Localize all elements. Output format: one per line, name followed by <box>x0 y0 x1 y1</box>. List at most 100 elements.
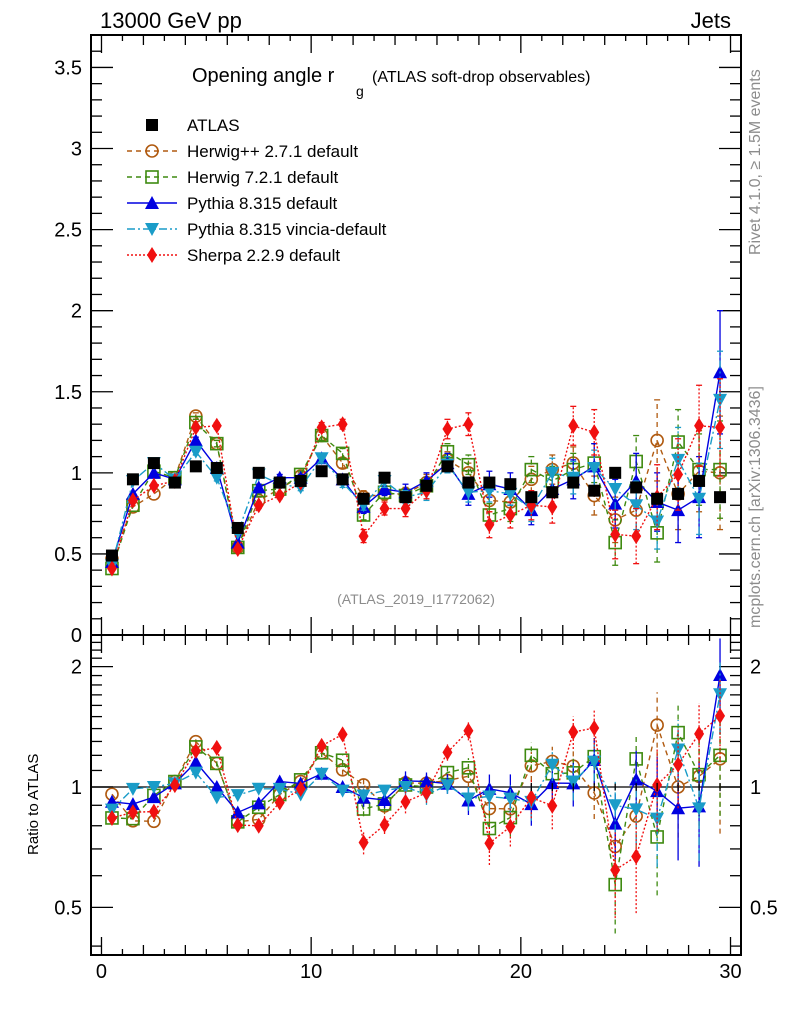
ratio-y-tick-label: 0.5 <box>54 897 82 919</box>
ratio-point <box>526 789 537 806</box>
data-point <box>524 462 539 477</box>
ratio-point <box>568 724 579 741</box>
y-tick-label: 1.5 <box>54 382 82 404</box>
ratio-point <box>463 722 474 739</box>
ratio-point <box>692 802 707 816</box>
series-line <box>111 421 721 569</box>
ratio-point <box>629 803 644 817</box>
ratio-point <box>169 777 180 794</box>
data-point <box>715 419 726 436</box>
ratio-series-line <box>111 715 721 872</box>
data-point <box>127 492 138 509</box>
data-point <box>146 465 161 479</box>
data-point <box>316 419 327 436</box>
data-point <box>631 528 642 545</box>
data-point <box>210 461 223 474</box>
data-point <box>589 424 600 441</box>
data-point <box>463 416 474 433</box>
ratio-point <box>146 790 161 804</box>
ratio-series-pythia-8-315-vincia-default <box>104 661 728 867</box>
ratio-point <box>589 720 600 737</box>
data-point <box>188 433 203 447</box>
data-point <box>588 484 601 497</box>
data-point <box>188 445 203 459</box>
y-tick-label: 0 <box>71 625 82 647</box>
data-point <box>420 479 433 492</box>
ratio-point <box>608 877 622 892</box>
legend-label: ATLAS <box>187 116 240 135</box>
ratio-y-tick-label: 2 <box>71 657 82 679</box>
ratio-y-tick-label-right: 1 <box>750 777 761 799</box>
ratio-point <box>106 809 117 826</box>
ratio-point <box>503 792 518 806</box>
ratio-point <box>335 753 350 768</box>
legend-item: Herwig++ 2.7.1 default <box>127 142 358 161</box>
data-point <box>148 477 159 494</box>
data-point <box>210 436 224 451</box>
y-tick-label: 2 <box>71 301 82 323</box>
data-point <box>568 417 579 434</box>
ratio-point <box>610 862 621 879</box>
ratio-point <box>505 818 516 835</box>
ratio-point <box>587 755 602 769</box>
data-point <box>504 478 517 491</box>
ratio-point <box>314 767 329 781</box>
data-point <box>461 486 476 500</box>
ratio-point <box>230 789 245 803</box>
ratio-point <box>484 835 495 852</box>
data-point <box>379 500 390 517</box>
ratio-point <box>232 817 243 834</box>
ratio-point <box>440 779 455 793</box>
ratio-point <box>209 791 224 805</box>
legend: ATLAS Herwig++ 2.7.1 default Herwig 7.2.1 … <box>127 116 387 265</box>
x-tick-label: 0 <box>96 961 107 983</box>
ratio-point <box>524 748 539 763</box>
data-point <box>545 466 560 480</box>
main-series-layer <box>104 310 728 577</box>
title-suffix: (ATLAS soft-drop observables) <box>372 69 590 86</box>
ratio-frame <box>90 634 742 956</box>
legend-label: Herwig++ 2.7.1 default <box>187 142 358 161</box>
data-point <box>714 491 727 504</box>
data-point <box>462 476 475 489</box>
title-subscript: g <box>356 83 364 99</box>
legend-label: Herwig 7.2.1 default <box>187 168 338 187</box>
ratio-point <box>461 792 476 806</box>
series-line <box>111 423 721 569</box>
ratio-point <box>148 803 159 820</box>
ratio-point <box>631 848 642 865</box>
ratio-point <box>209 780 224 794</box>
axes: 0 10 20 30 0 0.5 1 1.5 2 2.5 3 3.5 0.5 0.5 1 1 2 2 <box>54 34 778 983</box>
data-point <box>358 528 369 545</box>
data-point <box>190 419 201 436</box>
ratio-point <box>211 739 222 756</box>
ratio-point <box>545 776 560 790</box>
ratio-point <box>295 780 306 797</box>
legend-item: Herwig 7.2.1 default <box>127 168 338 187</box>
legend-marker <box>146 119 158 131</box>
data-point <box>484 516 495 533</box>
series-line <box>111 372 721 563</box>
legend-label: Sherpa 2.2.9 default <box>187 246 340 265</box>
ratio-point <box>566 775 581 789</box>
data-point <box>251 480 266 494</box>
data-point <box>399 491 412 504</box>
data-point <box>294 474 307 487</box>
ratio-series-atlas <box>530 782 721 792</box>
ratio-point <box>461 760 476 775</box>
data-point <box>547 498 558 515</box>
data-point <box>315 465 328 478</box>
ratio-point <box>127 804 138 821</box>
ratio-point <box>671 743 686 757</box>
ratio-point <box>335 784 350 798</box>
data-point <box>168 476 181 489</box>
data-point <box>713 393 728 407</box>
x-tick-label: 20 <box>510 961 532 983</box>
ratio-point <box>146 781 161 795</box>
ratio-point <box>650 718 664 732</box>
ratio-point <box>694 725 705 742</box>
data-point <box>211 417 222 434</box>
ratio-series-line <box>111 730 721 885</box>
data-point <box>147 457 160 470</box>
data-point <box>189 460 202 473</box>
